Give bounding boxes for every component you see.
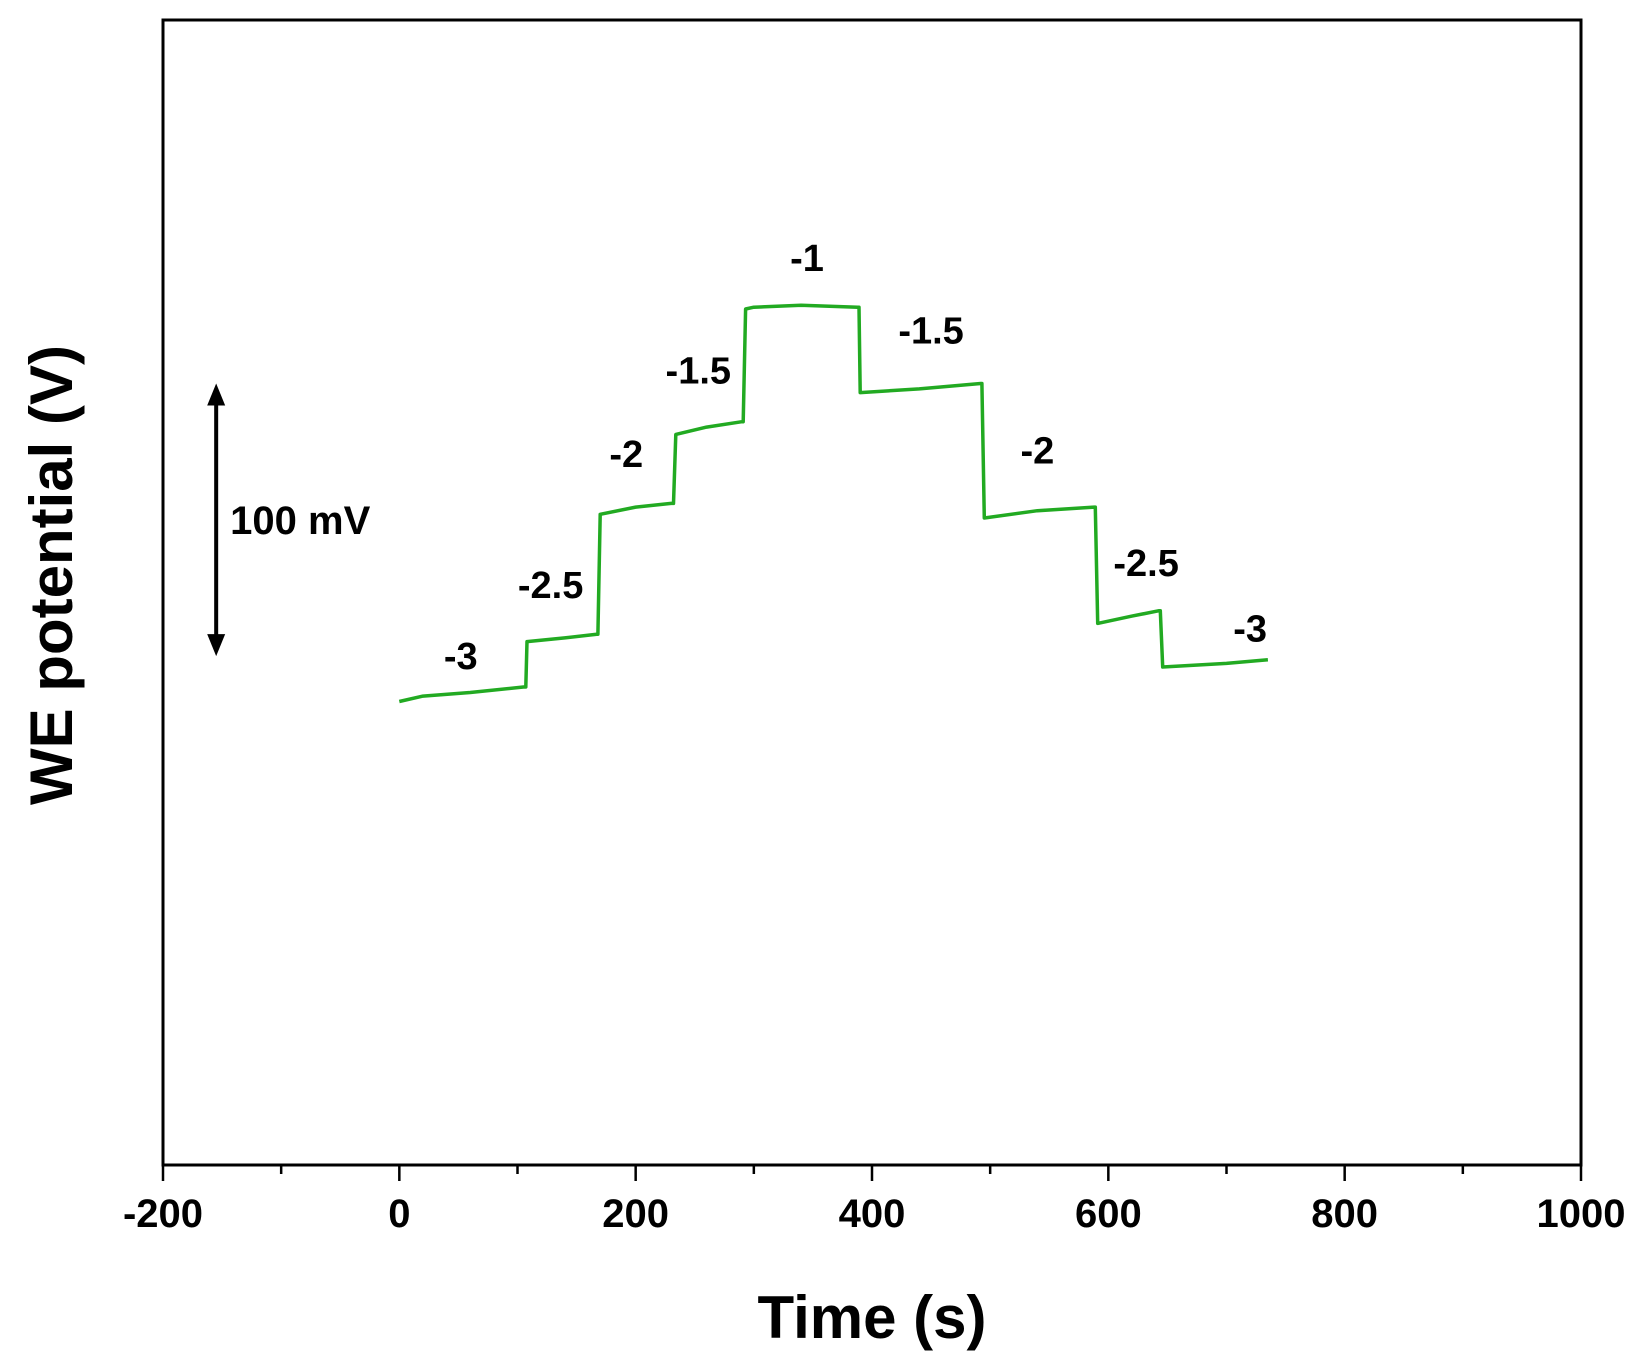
scale-bar-label: 100 mV [230,499,370,543]
series-group [398,303,1269,704]
step-label: -3 [1233,609,1267,651]
x-axis-ticks [161,1165,1583,1181]
step-label: -1 [790,238,824,280]
x-tick-label: 0 [388,1192,410,1236]
x-tick-label: 800 [1311,1192,1378,1236]
step-labels: -3 -2.5 -2 -1.5 -1 -1.5 -2 -2.5 -3 [444,238,1267,678]
scale-bar-arrow-down-icon [207,634,226,657]
x-tick-label: 400 [839,1192,906,1236]
step-label: -2.5 [1113,543,1178,585]
x-tick-label: -200 [123,1192,203,1236]
y-axis-title: WE potential (V) [18,345,85,805]
step-label: -1.5 [898,311,963,353]
x-tick-label: 1000 [1537,1192,1626,1236]
plot-frame [161,18,1583,1167]
step-label: -2 [1021,430,1055,472]
series-line [398,303,1269,704]
x-tick-label: 200 [602,1192,669,1236]
scale-bar: 100 mV [207,383,371,657]
scale-bar-arrow-up-icon [207,383,226,406]
step-label: -1.5 [666,350,731,392]
x-axis-tick-labels: -200 0 200 400 600 800 1000 [123,1192,1626,1236]
step-label: -2.5 [518,565,583,607]
step-label: -3 [444,636,478,678]
x-tick-label: 600 [1075,1192,1142,1236]
x-axis-title: Time (s) [758,1284,987,1351]
step-label: -2 [609,434,643,476]
